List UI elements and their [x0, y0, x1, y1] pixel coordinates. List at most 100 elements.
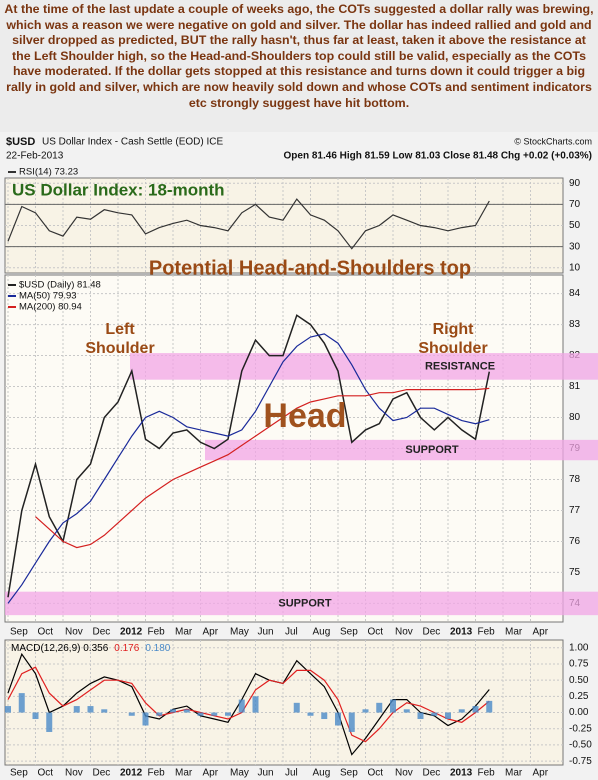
- x-tick-label: May: [230, 627, 249, 638]
- x-tick-label: Mar: [505, 627, 523, 638]
- credit: © StockCharts.com: [514, 136, 592, 146]
- histogram-bar: [293, 702, 300, 713]
- histogram-bar: [183, 709, 190, 713]
- y-tick-label: -0.50: [569, 740, 592, 751]
- band: [130, 353, 598, 380]
- histogram-bar: [321, 712, 328, 720]
- y-tick-label: -0.75: [569, 756, 592, 767]
- x-tick-label: Dec: [93, 627, 111, 638]
- histogram-bar: [170, 709, 176, 713]
- histogram-bar: [335, 712, 341, 726]
- x-tick-label: Sep: [10, 627, 28, 638]
- series-line: [7, 314, 491, 598]
- x-tick-label: Apr: [203, 768, 219, 779]
- legend-entry: MA(200) 80.94: [19, 302, 82, 313]
- band-label: SUPPORT: [278, 597, 331, 609]
- y-tick-label: 70: [569, 199, 581, 210]
- legend-entry: MACD(12,26,9) 0.356: [11, 643, 109, 654]
- annotation: Right Shoulder: [418, 321, 487, 357]
- x-tick-label: 2012: [120, 768, 143, 779]
- y-tick-label: 90: [569, 178, 581, 189]
- x-tick-label: Oct: [368, 768, 384, 779]
- histogram-bar: [73, 706, 80, 713]
- histogram-bar: [486, 700, 493, 713]
- histogram-bar: [101, 709, 108, 713]
- histogram-bar: [238, 699, 245, 713]
- band: [5, 591, 598, 616]
- histogram-bar: [307, 712, 314, 716]
- histogram-bar: [252, 696, 259, 713]
- x-tick-label: Sep: [340, 768, 358, 779]
- x-tick-label: Feb: [478, 768, 496, 779]
- legend-entry: MA(50) 79.93: [19, 291, 77, 302]
- legend-entry: 0.176: [114, 643, 139, 654]
- x-tick-label: Jul: [285, 768, 298, 779]
- panel-title: US Dollar Index: 18-month: [12, 180, 225, 199]
- annotation-line: Shoulder: [85, 340, 154, 357]
- x-tick-label: Feb: [148, 768, 166, 779]
- histogram-bar: [211, 712, 218, 716]
- histogram-bar: [417, 712, 424, 720]
- x-tick-label: Feb: [148, 627, 166, 638]
- band-label: SUPPORT: [405, 444, 458, 456]
- x-tick-label: Sep: [340, 627, 358, 638]
- y-tick-label: 84: [569, 288, 581, 299]
- x-tick-label: May: [230, 768, 249, 779]
- y-tick-label: 76: [569, 536, 581, 547]
- x-tick-label: Nov: [65, 627, 83, 638]
- histogram-bar: [431, 712, 438, 716]
- x-tick-label: Apr: [203, 627, 219, 638]
- x-tick-label: Jul: [285, 627, 298, 638]
- x-tick-label: Dec: [423, 768, 441, 779]
- series-line: [7, 198, 490, 250]
- histogram-bar: [32, 712, 39, 720]
- series-line: [7, 666, 490, 743]
- y-tick-label: 81: [569, 381, 581, 392]
- histogram-bar: [142, 712, 149, 726]
- legend-entry: RSI(14) 73.23: [19, 167, 78, 178]
- y-tick-label: 0.75: [569, 659, 589, 670]
- histogram-bar: [376, 702, 383, 713]
- x-tick-label: Jun: [258, 627, 274, 638]
- y-tick-label: 78: [569, 474, 581, 485]
- histogram-bar: [87, 706, 94, 713]
- x-tick-label: Jun: [258, 768, 274, 779]
- histogram-bar: [18, 693, 25, 713]
- x-tick-label: Aug: [313, 627, 331, 638]
- symbol-name: US Dollar Index - Cash Settle (EOD) ICE: [42, 137, 223, 148]
- histogram-bar: [403, 709, 410, 713]
- annotation-line: Left: [105, 321, 135, 338]
- y-tick-label: 0.25: [569, 691, 589, 702]
- histogram-bar: [156, 712, 163, 716]
- histogram-bar: [362, 709, 369, 713]
- x-tick-label: Apr: [533, 768, 549, 779]
- histogram-bar: [46, 712, 53, 732]
- y-tick-label: 10: [569, 262, 581, 273]
- histogram-bar: [390, 699, 396, 713]
- commentary: At the time of the last update a couple …: [4, 2, 594, 110]
- panel-title: Potential Head-and-Shoulders top: [149, 257, 471, 279]
- histogram-bar: [128, 712, 135, 716]
- y-tick-label: 77: [569, 505, 581, 516]
- x-tick-label: Nov: [395, 768, 413, 779]
- date: 22-Feb-2013: [6, 151, 64, 162]
- histogram-bar: [458, 709, 465, 713]
- histogram-bar: [225, 712, 231, 716]
- histogram-bar: [5, 706, 11, 713]
- legend-entry: 0.180: [145, 643, 170, 654]
- series-line: [7, 333, 490, 604]
- annotation-line: Right: [433, 321, 475, 338]
- series-line: [35, 387, 490, 549]
- legend-entry: $USD (Daily) 81.48: [19, 280, 101, 291]
- x-tick-label: Mar: [505, 768, 523, 779]
- x-tick-label: Feb: [478, 627, 496, 638]
- y-tick-label: 83: [569, 319, 581, 330]
- x-tick-label: Apr: [533, 627, 549, 638]
- quote: Open 81.46 High 81.59 Low 81.03 Close 81…: [284, 151, 592, 162]
- y-tick-label: 75: [569, 567, 581, 578]
- y-tick-label: 50: [569, 220, 581, 231]
- x-tick-label: 2013: [450, 768, 473, 779]
- x-tick-label: 2012: [120, 627, 143, 638]
- band: [205, 439, 598, 461]
